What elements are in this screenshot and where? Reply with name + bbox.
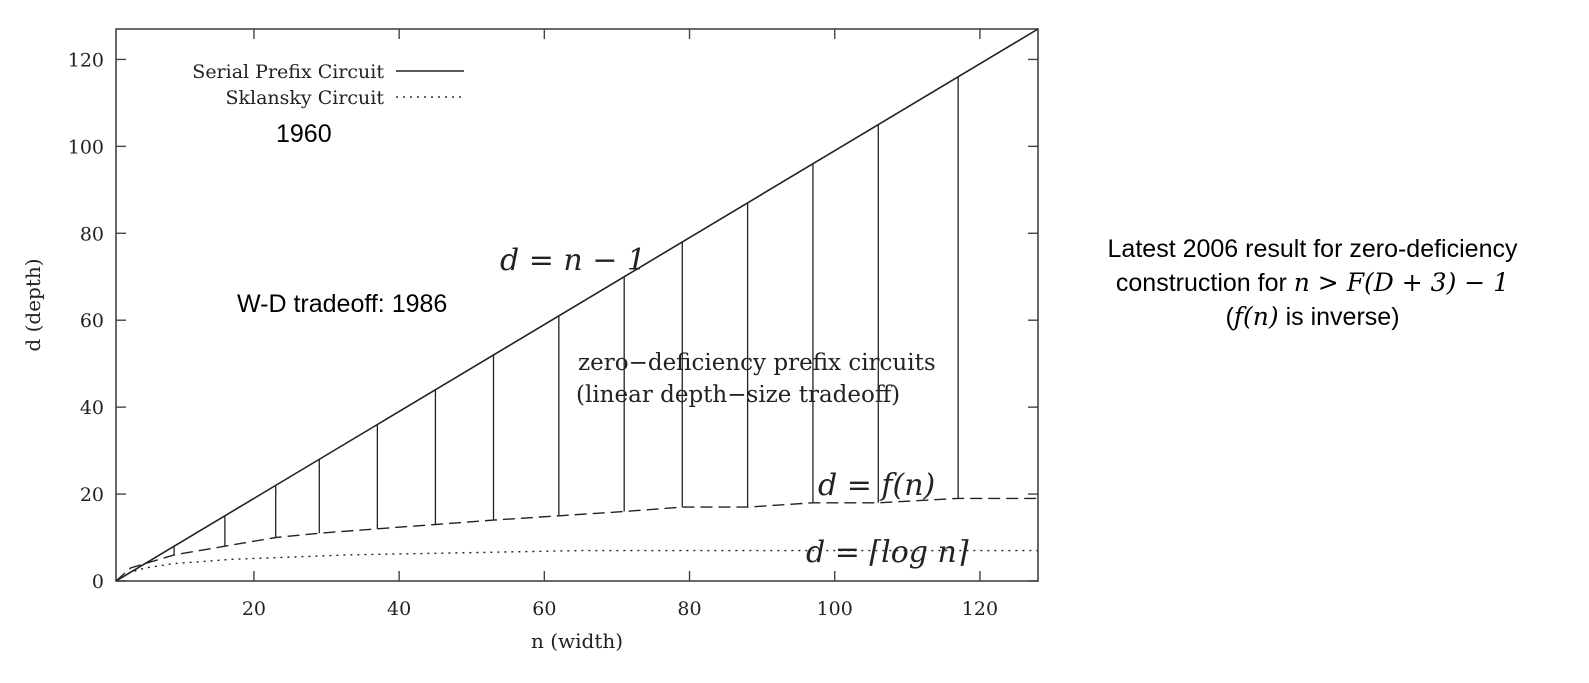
legend-entry-serial: Serial Prefix Circuit bbox=[192, 61, 384, 83]
y-tick-label: 40 bbox=[80, 397, 104, 419]
series-lines bbox=[115, 28, 1039, 582]
side-note-line3-math: f(n) bbox=[1233, 302, 1279, 331]
y-tick-label: 20 bbox=[80, 484, 104, 506]
annotation-wd-tradeoff: W-D tradeoff: 1986 bbox=[237, 290, 447, 318]
annotation-fn-formula: d = f(n) bbox=[818, 468, 935, 503]
side-note-line2-math: n > F(D + 3) − 1 bbox=[1293, 268, 1510, 297]
y-tick-label: 100 bbox=[68, 136, 104, 158]
annotation-serial-formula: d = n − 1 bbox=[500, 243, 646, 278]
side-note-line3-rest: is inverse) bbox=[1278, 303, 1400, 331]
x-tick-label: 120 bbox=[962, 598, 998, 620]
side-note-line3: (f(n) is inverse) bbox=[1040, 300, 1585, 334]
x-tick-label: 40 bbox=[387, 598, 411, 620]
x-tick-label: 80 bbox=[677, 598, 701, 620]
x-axis-title: n (width) bbox=[531, 629, 623, 653]
annotation-1960: 1960 bbox=[276, 120, 332, 148]
side-note-line2: construction for n > F(D + 3) − 1 bbox=[1040, 266, 1585, 300]
series-line-dashed bbox=[115, 497, 1038, 582]
plot-border bbox=[115, 28, 1039, 582]
side-note-line1: Latest 2006 result for zero-deficiency bbox=[1107, 235, 1518, 263]
x-tick-label: 60 bbox=[532, 598, 556, 620]
legend-entry-sklansky: Sklansky Circuit bbox=[226, 87, 385, 109]
series-line-solid bbox=[115, 28, 1039, 582]
annotation-log-formula: d = ⌈log n⌉ bbox=[806, 535, 969, 570]
y-tick-label: 80 bbox=[80, 223, 104, 245]
plot-frame bbox=[115, 28, 1039, 582]
y-tick-label: 0 bbox=[92, 571, 104, 593]
annotation-zero-deficiency-1: zero−deficiency prefix circuits bbox=[578, 350, 936, 376]
annotations: 1960 W-D tradeoff: 1986 d = n − 1 zero−d… bbox=[237, 120, 969, 570]
y-axis-title: d (depth) bbox=[21, 258, 45, 351]
y-tick-label: 60 bbox=[80, 310, 104, 332]
y-tick-label: 120 bbox=[68, 49, 104, 71]
x-tick-label: 100 bbox=[817, 598, 853, 620]
annotation-zero-deficiency-2: (linear depth−size tradeoff) bbox=[576, 382, 900, 408]
side-note-line3-open: ( bbox=[1225, 303, 1234, 331]
x-tick-label: 20 bbox=[242, 598, 266, 620]
legend: Serial Prefix Circuit Sklansky Circuit bbox=[192, 61, 464, 109]
side-note: Latest 2006 result for zero-deficiency c… bbox=[1040, 232, 1585, 334]
axis-ticks: 20 40 60 80 100 120 0 20 40 60 80 100 120 bbox=[68, 29, 1038, 620]
vertical-segments bbox=[173, 76, 959, 555]
side-note-line2-prefix: construction for bbox=[1115, 269, 1294, 297]
